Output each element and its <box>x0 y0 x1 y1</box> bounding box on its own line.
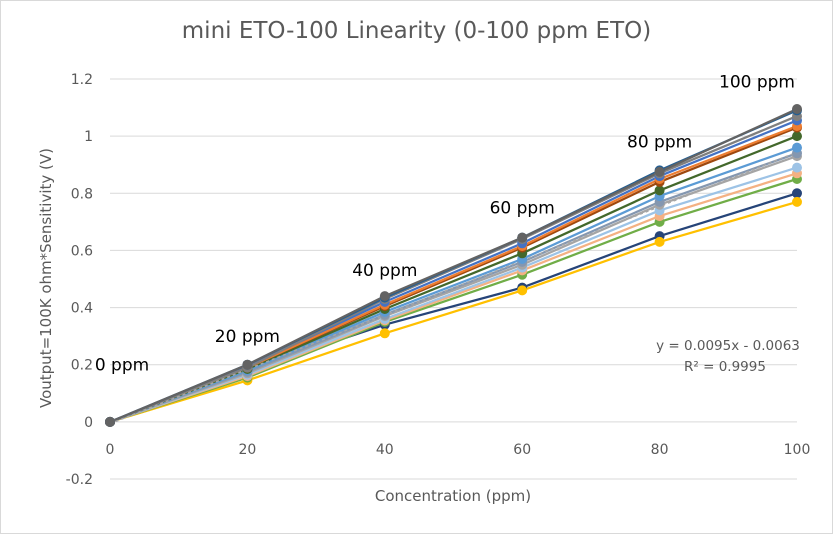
ppm-annotation: 100 ppm <box>719 73 795 93</box>
data-point <box>517 285 528 296</box>
data-point <box>379 291 390 302</box>
x-tick-labels: 0 20 40 60 80 100 <box>106 442 811 458</box>
y-tick-label: 0.4 <box>71 301 93 317</box>
ppm-annotation: 40 ppm <box>352 261 417 281</box>
trendline-r2: R² = 0.9995 <box>684 359 766 375</box>
x-tick-label: 100 <box>784 442 811 458</box>
data-point <box>792 104 802 114</box>
y-tick-label: -0.2 <box>66 472 93 488</box>
gridlines <box>110 78 797 480</box>
data-point <box>242 359 253 370</box>
ppm-annotation: 20 ppm <box>215 327 280 347</box>
series-line <box>109 177 798 423</box>
y-tick-label: 1.2 <box>71 72 93 88</box>
chart-title: mini ETO-100 Linearity (0-100 ppm ETO) <box>181 18 652 44</box>
data-point <box>792 188 802 199</box>
y-tick-label: 0.8 <box>71 186 93 202</box>
y-tick-label: 1 <box>84 129 93 145</box>
y-tick-label: 0.6 <box>71 243 93 259</box>
series-points <box>105 104 802 427</box>
data-point <box>792 131 802 142</box>
series-line <box>109 125 798 423</box>
data-point <box>792 162 802 173</box>
data-point <box>105 416 115 427</box>
ppm-annotation: 0 ppm <box>95 355 149 375</box>
data-point <box>517 232 528 243</box>
data-point <box>654 236 665 247</box>
x-tick-label: 80 <box>651 442 669 458</box>
data-point <box>792 142 802 153</box>
x-tick-label: 60 <box>513 442 531 458</box>
y-axis-label: Voutput=100K ohm*Sensitivity (V) <box>37 148 55 408</box>
x-tick-label: 0 <box>106 442 115 458</box>
data-point <box>379 328 390 339</box>
x-axis-label: Concentration (ppm) <box>375 487 531 505</box>
series-line <box>109 200 798 423</box>
x-tick-label: 40 <box>376 442 394 458</box>
ppm-annotations: 0 ppm 20 ppm 40 ppm 60 ppm 80 ppm 100 ppm <box>95 73 795 376</box>
data-point <box>792 196 802 207</box>
series-lines <box>109 107 798 425</box>
trendline-equation: y = 0.0095x - 0.0063 <box>656 338 800 354</box>
x-tick-label: 20 <box>238 442 256 458</box>
data-point <box>654 166 665 177</box>
y-tick-label: 0 <box>84 415 93 431</box>
data-point <box>654 185 665 196</box>
series-line <box>109 107 798 423</box>
ppm-annotation: 60 ppm <box>490 198 555 218</box>
y-tick-labels: -0.2 0 0.2 0.4 0.6 0.8 1 1.2 <box>66 72 93 488</box>
series-line <box>109 152 798 423</box>
series-line <box>109 115 798 423</box>
ppm-annotation: 80 ppm <box>627 133 692 153</box>
y-tick-label: 0.2 <box>71 358 93 374</box>
